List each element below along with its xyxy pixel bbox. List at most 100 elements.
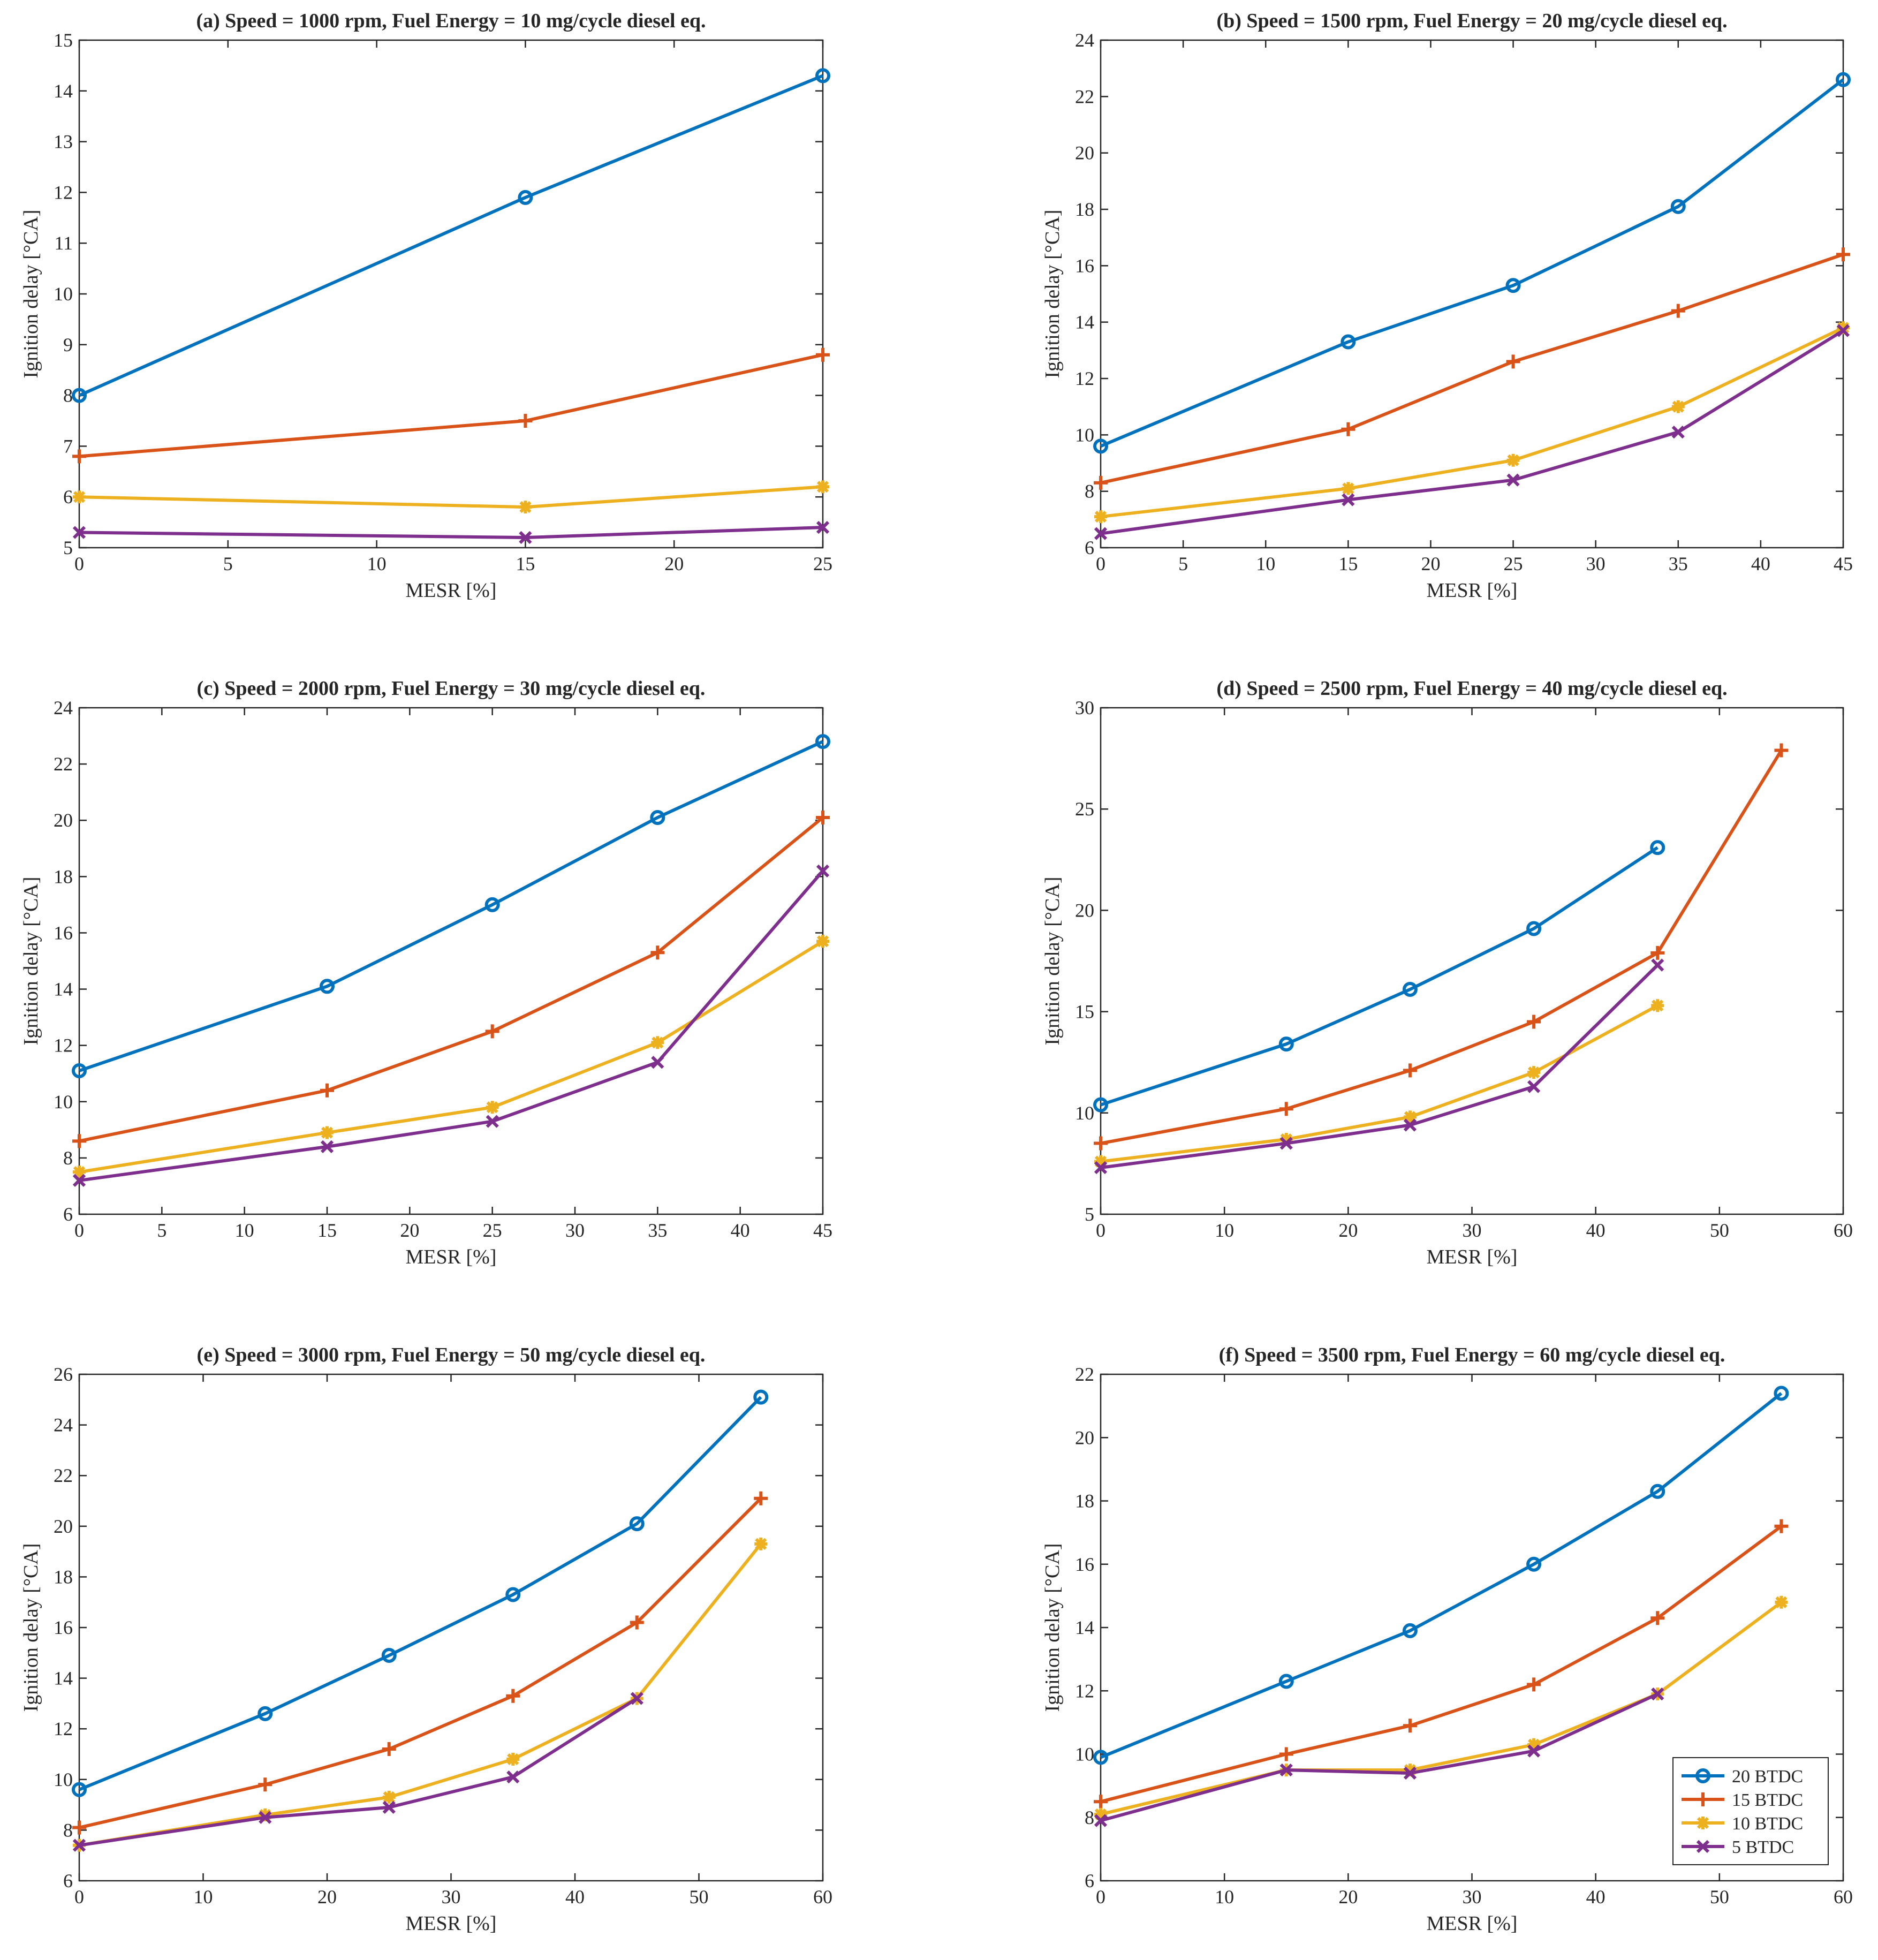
data-point-10-btdc xyxy=(1094,510,1107,524)
data-point-15-btdc xyxy=(754,1491,768,1505)
x-tick-label: 25 xyxy=(813,553,832,574)
data-point-5-btdc xyxy=(1527,1080,1541,1093)
x-tick-label: 40 xyxy=(1586,1886,1606,1908)
x-tick-label: 0 xyxy=(1096,1220,1105,1241)
y-tick-label: 24 xyxy=(54,1414,73,1436)
y-tick-label: 10 xyxy=(54,1769,73,1790)
y-tick-label: 10 xyxy=(1075,1102,1094,1124)
data-point-20-btdc xyxy=(1505,278,1521,293)
x-tick-label: 5 xyxy=(157,1220,166,1241)
x-tick-label: 10 xyxy=(1256,553,1275,574)
data-point-15-btdc xyxy=(1094,1136,1108,1151)
y-tick-label: 6 xyxy=(1085,537,1094,558)
data-point-20-btdc xyxy=(1093,438,1108,454)
data-point-15-btdc xyxy=(1527,1015,1541,1029)
data-point-15-btdc xyxy=(320,1083,334,1098)
series-15-btdc xyxy=(1094,247,1850,490)
y-axis-label: Ignition delay [°CA] xyxy=(20,1543,42,1712)
series-20-btdc xyxy=(72,734,830,1078)
data-point-10-btdc xyxy=(1279,1132,1293,1146)
data-point-20-btdc xyxy=(1093,1097,1108,1113)
y-tick-label: 8 xyxy=(1085,481,1094,502)
series-line-15-btdc xyxy=(79,1497,762,1829)
series-15-btdc xyxy=(1094,1519,1789,1809)
data-point-5-btdc xyxy=(1094,527,1108,540)
y-tick-label: 14 xyxy=(54,80,73,102)
data-point-20-btdc xyxy=(1402,981,1418,997)
x-tick-label: 20 xyxy=(400,1220,419,1241)
data-point-15-btdc xyxy=(506,1689,520,1703)
y-tick-label: 6 xyxy=(63,1204,73,1225)
series-line-20-btdc xyxy=(79,740,824,1072)
data-point-20-btdc xyxy=(1836,72,1851,87)
data-point-5-btdc xyxy=(1403,1118,1417,1132)
series-10-btdc xyxy=(73,935,829,1179)
data-point-5-btdc xyxy=(1403,1766,1417,1780)
y-tick-label: 6 xyxy=(63,1870,73,1891)
x-tick-label: 35 xyxy=(648,1220,667,1241)
x-axis-label: MESR [%] xyxy=(1427,1912,1518,1935)
series-line-5-btdc xyxy=(79,869,824,1182)
x-tick-label: 45 xyxy=(1834,553,1853,574)
data-point-5-btdc xyxy=(486,1115,499,1128)
chart-title: (e) Speed = 3000 rpm, Fuel Energy = 50 m… xyxy=(197,1344,706,1366)
data-point-10-btdc xyxy=(1775,1595,1788,1609)
series-line-5-btdc xyxy=(79,526,823,540)
y-tick-label: 16 xyxy=(54,1617,73,1638)
data-point-10-btdc xyxy=(321,1126,334,1139)
data-point-5-btdc xyxy=(630,1692,643,1705)
series-5-btdc xyxy=(72,1692,643,1852)
x-tick-label: 20 xyxy=(1338,1886,1358,1908)
y-tick-label: 12 xyxy=(1075,1680,1094,1701)
data-point-15-btdc xyxy=(1094,475,1108,490)
y-tick-label: 6 xyxy=(63,486,73,508)
data-point-5-btdc xyxy=(1651,1687,1664,1701)
series-line-15-btdc xyxy=(1100,1525,1783,1804)
x-tick-label: 60 xyxy=(813,1886,832,1908)
data-point-5-btdc xyxy=(506,1770,520,1784)
data-point-15-btdc xyxy=(1650,945,1665,960)
data-point-5-btdc xyxy=(1279,1137,1293,1150)
y-tick-label: 5 xyxy=(63,537,73,558)
data-point-15-btdc xyxy=(816,810,830,824)
x-axis-label: MESR [%] xyxy=(406,579,497,602)
x-tick-label: 0 xyxy=(74,1220,84,1241)
y-tick-label: 12 xyxy=(54,181,73,203)
data-point-5-btdc xyxy=(1527,1744,1541,1758)
series-15-btdc xyxy=(72,810,830,1148)
x-tick-label: 50 xyxy=(1710,1886,1729,1908)
x-tick-label: 0 xyxy=(74,1886,84,1908)
x-tick-label: 45 xyxy=(813,1220,832,1241)
data-point-20-btdc xyxy=(258,1706,273,1721)
y-tick-label: 8 xyxy=(63,385,73,406)
chart-panel-2: 0 5 10 15 20 25 30 35 40 45 6 8 10 12 14 16 18 20 22 24 (b) … xyxy=(1041,10,1853,602)
y-tick-label: 24 xyxy=(54,697,73,718)
legend-marker-20-btdc xyxy=(1695,1768,1710,1783)
data-point-5-btdc xyxy=(651,1056,664,1069)
y-tick-label: 8 xyxy=(63,1147,73,1169)
y-axis-label: Ignition delay [°CA] xyxy=(20,210,42,379)
x-tick-label: 35 xyxy=(1669,553,1688,574)
data-point-10-btdc xyxy=(382,1790,396,1804)
axes-frame xyxy=(1100,707,1844,1215)
data-point-15-btdc xyxy=(1671,304,1685,318)
data-point-10-btdc xyxy=(1671,400,1685,413)
series-20-btdc xyxy=(1093,1386,1789,1765)
series-line-5-btdc xyxy=(1100,964,1659,1169)
y-tick-label: 10 xyxy=(54,1091,73,1113)
y-tick-label: 10 xyxy=(1075,1744,1094,1765)
y-tick-label: 20 xyxy=(1075,142,1094,164)
y-tick-label: 10 xyxy=(54,283,73,305)
x-tick-label: 40 xyxy=(1586,1220,1606,1241)
series-line-20-btdc xyxy=(1100,78,1844,448)
data-point-10-btdc xyxy=(1094,1807,1107,1821)
x-tick-label: 50 xyxy=(1710,1220,1729,1241)
y-tick-label: 7 xyxy=(63,435,73,457)
y-tick-label: 14 xyxy=(54,979,73,1000)
x-tick-label: 40 xyxy=(565,1886,585,1908)
data-point-5-btdc xyxy=(816,520,830,534)
series-line-20-btdc xyxy=(78,74,824,397)
x-tick-label: 5 xyxy=(223,553,233,574)
chart-panel-6: 0 10 20 30 40 50 60 6 8 10 12 14 16 18 20 22 (f) Speed =… xyxy=(1041,1344,1853,1935)
